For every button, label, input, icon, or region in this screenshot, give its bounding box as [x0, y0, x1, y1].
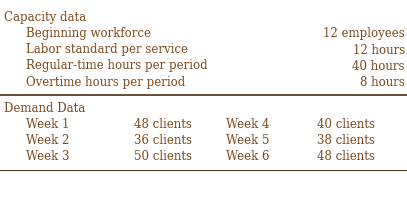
- Text: Labor standard per service: Labor standard per service: [26, 43, 188, 56]
- Text: 40 clients: 40 clients: [317, 117, 376, 130]
- Text: 12 hours: 12 hours: [353, 43, 405, 56]
- Text: Capacity data: Capacity data: [4, 11, 86, 24]
- Text: 38 clients: 38 clients: [317, 134, 375, 147]
- Text: Week 1: Week 1: [26, 117, 70, 130]
- Text: Beginning workforce: Beginning workforce: [26, 28, 151, 41]
- Text: Demand Data: Demand Data: [4, 102, 85, 115]
- Text: 12 employees: 12 employees: [323, 28, 405, 41]
- Text: 50 clients: 50 clients: [134, 149, 193, 163]
- Text: 40 hours: 40 hours: [352, 60, 405, 73]
- Text: Week 3: Week 3: [26, 149, 70, 163]
- Text: Week 2: Week 2: [26, 134, 70, 147]
- Text: 48 clients: 48 clients: [317, 149, 375, 163]
- Text: 48 clients: 48 clients: [134, 117, 192, 130]
- Text: 8 hours: 8 hours: [360, 75, 405, 88]
- Text: Week 5: Week 5: [226, 134, 269, 147]
- Text: Week 4: Week 4: [226, 117, 269, 130]
- Text: Week 6: Week 6: [226, 149, 269, 163]
- Text: Overtime hours per period: Overtime hours per period: [26, 75, 186, 88]
- Text: Regular-time hours per period: Regular-time hours per period: [26, 60, 208, 73]
- Text: 36 clients: 36 clients: [134, 134, 193, 147]
